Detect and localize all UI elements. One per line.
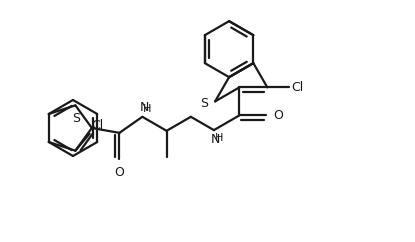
- Text: N: N: [211, 133, 220, 146]
- Text: H: H: [215, 133, 223, 143]
- Text: Cl: Cl: [291, 81, 304, 94]
- Text: S: S: [72, 112, 81, 125]
- Text: H: H: [143, 104, 152, 114]
- Text: N: N: [139, 101, 149, 114]
- Text: O: O: [273, 109, 283, 122]
- Text: Cl: Cl: [92, 119, 104, 132]
- Text: O: O: [115, 166, 124, 180]
- Text: S: S: [200, 97, 208, 110]
